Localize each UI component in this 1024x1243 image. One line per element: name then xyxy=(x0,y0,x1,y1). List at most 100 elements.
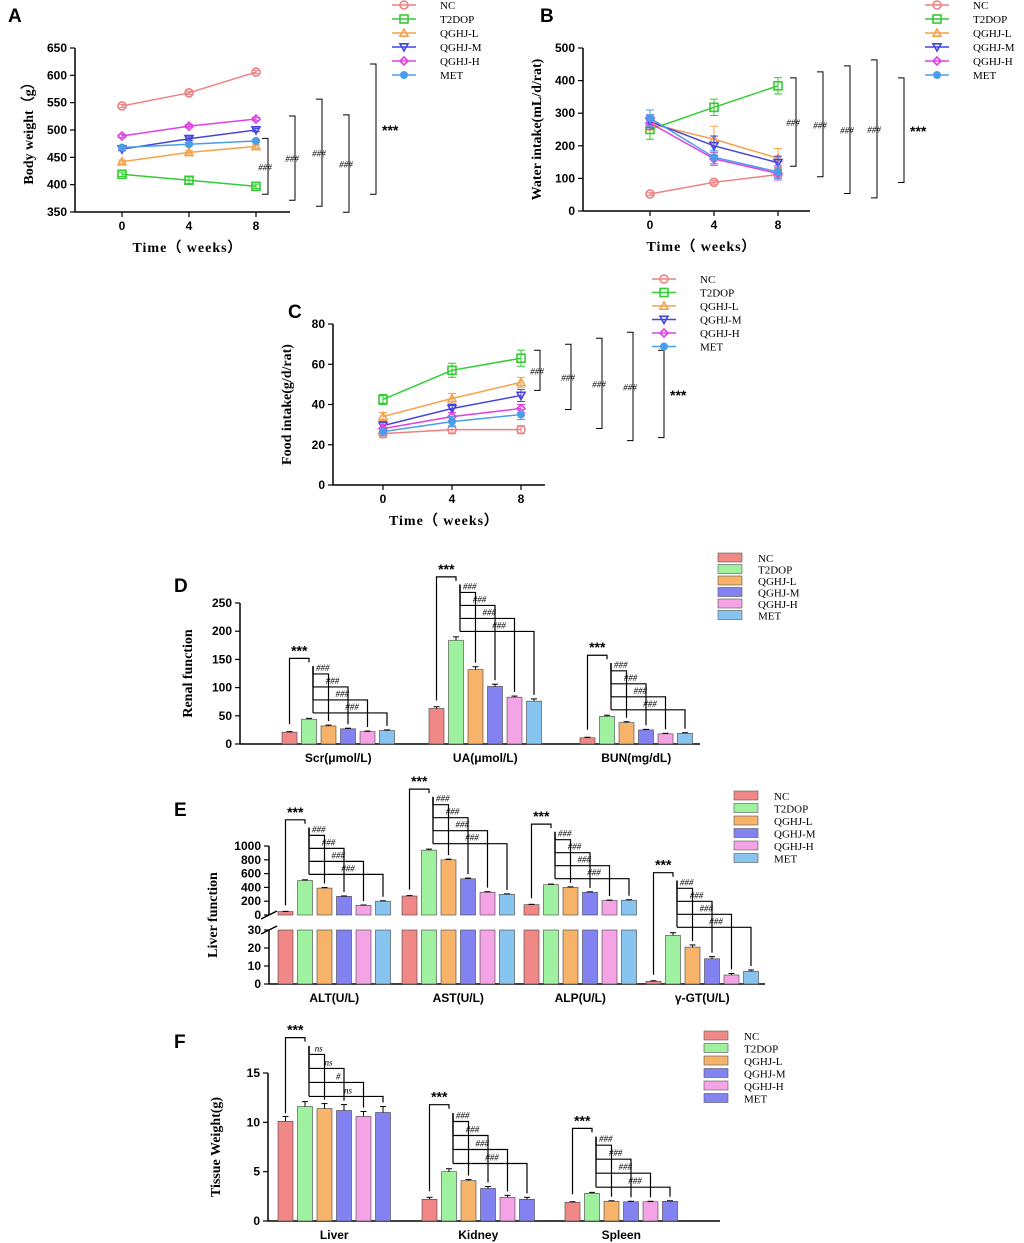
bar-T2DOP xyxy=(421,849,437,916)
bar-QGHJ-L xyxy=(562,887,579,916)
data-point xyxy=(447,365,457,376)
category-label: BUN(mg/dL) xyxy=(601,751,671,765)
legend-swatch xyxy=(703,1093,729,1103)
data-point xyxy=(708,141,720,152)
sig-label: ### xyxy=(558,829,572,839)
legend-item-QGHJ-H: QGHJ-H xyxy=(925,55,1013,68)
sig-label: ### xyxy=(561,373,575,383)
x-axis-title: Time（ weeks） xyxy=(389,513,499,529)
bar-QGHJ-H xyxy=(355,1116,372,1222)
panel-C: C 0 20 40 60 80 0 4 8 Time（ weeks） Food intake(g/d… xyxy=(280,274,742,529)
bar-MET xyxy=(499,893,515,916)
sig-label: *** xyxy=(589,639,606,655)
legend-item-T2DOP: T2DOP xyxy=(717,564,792,577)
data-point xyxy=(773,81,783,91)
legend-label: QGHJ-M xyxy=(758,588,800,600)
y-tick-label: 40 xyxy=(312,398,326,412)
legend-item-QGHJ-M: QGHJ-M xyxy=(925,42,1015,54)
y-tick-label: 5 xyxy=(253,1165,260,1179)
sig-label: ### xyxy=(456,1111,470,1121)
sig-bracket xyxy=(313,712,388,726)
legend-marker xyxy=(659,287,669,298)
y-tick-label: 0 xyxy=(318,478,325,492)
sig-label: ### xyxy=(285,154,299,164)
bar-QGHJ-H xyxy=(359,731,376,745)
legend-label: QGHJ-H xyxy=(440,56,480,68)
bar-MET xyxy=(662,1200,678,1222)
sig-label: ### xyxy=(492,620,506,630)
legend-item-T2DOP: T2DOP xyxy=(652,288,734,300)
legend-label: QGHJ-L xyxy=(744,1056,783,1068)
bar-QGHJ-H xyxy=(601,900,618,916)
x-tick-label: 0 xyxy=(119,219,126,233)
panel-letter-E: E xyxy=(174,800,187,821)
category-2: ALP(U/L) *** ### ### ### ### xyxy=(523,808,637,1005)
data-point xyxy=(251,67,261,77)
sig-bracket xyxy=(555,878,630,896)
y-tick-label: 60 xyxy=(312,357,326,371)
legend-swatch xyxy=(733,815,759,826)
legend-item-NC: NC xyxy=(703,1030,759,1043)
legend-label: T2DOP xyxy=(758,565,792,577)
sig-label: *** xyxy=(431,1089,448,1105)
sig-label: *** xyxy=(655,857,672,873)
bar-NC xyxy=(523,929,540,985)
legend-item-MET: MET xyxy=(733,853,798,866)
sig-bracket xyxy=(428,1104,450,1192)
category-1: UA(μmol/L) *** ### ### ### ### xyxy=(428,561,542,765)
y-tick-label: 300 xyxy=(555,106,575,120)
series-MET xyxy=(118,136,260,152)
y-axis-title: Liver function xyxy=(206,872,221,958)
legend-label: MET xyxy=(973,70,997,82)
legend-label: QGHJ-L xyxy=(973,28,1012,40)
legend-item-QGHJ-M: QGHJ-M xyxy=(703,1068,786,1081)
y-tick-label: 150 xyxy=(212,652,232,666)
y-tick-label: 0 xyxy=(225,737,232,751)
legend-marker xyxy=(399,0,409,10)
sig-bracket xyxy=(596,1158,632,1198)
legend-marker xyxy=(933,71,941,79)
y-tick-label: 10 xyxy=(247,1115,261,1129)
sig-label: ### xyxy=(624,673,638,683)
panel-letter-C: C xyxy=(288,302,302,323)
sig-bracket xyxy=(433,817,469,875)
bar-QGHJ-M xyxy=(704,958,720,985)
sig-bracket xyxy=(677,913,733,970)
y-axis-title: Food intake(g/d/rat) xyxy=(280,344,295,465)
legend-swatch xyxy=(733,853,759,863)
sig-bracket xyxy=(460,604,496,681)
legend-item-QGHJ-M: QGHJ-M xyxy=(652,315,742,327)
bar-T2DOP xyxy=(448,639,464,745)
data-point xyxy=(378,394,388,405)
bar-T2DOP xyxy=(599,716,615,745)
sig-bracket xyxy=(284,819,306,906)
y-tick-label: 550 xyxy=(47,96,67,110)
legend-item-NC: NC xyxy=(925,0,988,12)
legend-label: QGHJ-H xyxy=(744,1081,784,1093)
legend-label: QGHJ-M xyxy=(744,1069,786,1081)
sig-label: *** xyxy=(287,804,304,820)
bar-MET xyxy=(621,929,637,985)
bar-QGHJ-M xyxy=(460,878,476,916)
legend-swatch xyxy=(733,828,759,838)
category-2: BUN(mg/dL) *** ### ### ### ### xyxy=(579,639,693,765)
y-tick-label: 30 xyxy=(248,923,262,937)
legend-label: QGHJ-H xyxy=(973,56,1013,68)
legend-item-NC: NC xyxy=(733,790,789,803)
sig-label: ### xyxy=(643,699,657,709)
data-point xyxy=(772,158,784,169)
y-tick-label: 800 xyxy=(241,853,261,867)
sig-label: ### xyxy=(312,824,326,834)
panel-A: A 350 400 450 500 550 600 650 0 4 8 Time（ weeks） Bod… xyxy=(8,0,482,256)
sig-label: ### xyxy=(336,689,350,699)
bar-QGHJ-H xyxy=(355,905,372,916)
sig-bracket xyxy=(288,657,310,725)
sig-bracket xyxy=(611,683,647,726)
legend-label: QGHJ-M xyxy=(973,42,1015,54)
bar-MET xyxy=(375,1112,391,1222)
y-tick-label: 250 xyxy=(212,596,232,610)
y-tick-label: 50 xyxy=(219,709,233,723)
sig-label: ### xyxy=(456,820,470,830)
data-point xyxy=(515,391,527,402)
